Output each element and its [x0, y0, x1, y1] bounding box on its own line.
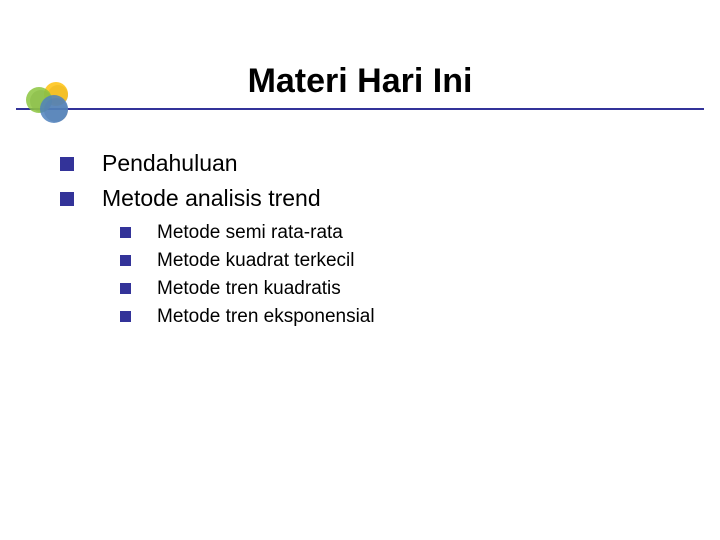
header-rule: [16, 108, 704, 110]
bullet-icon: [120, 283, 131, 294]
logo-icon: [24, 82, 78, 122]
list-item: Pendahuluan: [60, 150, 375, 177]
list-item-text: Metode kuadrat terkecil: [157, 250, 355, 272]
list-item-text: Pendahuluan: [102, 150, 238, 177]
list-item: Metode analisis trend: [60, 185, 375, 212]
list-item-text: Metode tren eksponensial: [157, 306, 375, 328]
list-item: Metode tren kuadratis: [120, 278, 375, 300]
slide-header: Materi Hari Ini: [0, 0, 720, 120]
bullet-icon: [120, 311, 131, 322]
slide: Materi Hari Ini Pendahuluan Metode anali…: [0, 0, 720, 540]
sub-list: Metode semi rata-rata Metode kuadrat ter…: [120, 222, 375, 328]
list-item: Metode tren eksponensial: [120, 306, 375, 328]
list-item: Metode kuadrat terkecil: [120, 250, 375, 272]
bullet-icon: [60, 157, 74, 171]
bullet-icon: [120, 227, 131, 238]
list-item: Metode semi rata-rata: [120, 222, 375, 244]
list-item-text: Metode analisis trend: [102, 185, 321, 212]
slide-title: Materi Hari Ini: [0, 62, 720, 101]
list-item-text: Metode tren kuadratis: [157, 278, 341, 300]
slide-body: Pendahuluan Metode analisis trend Metode…: [60, 150, 375, 334]
list-item-text: Metode semi rata-rata: [157, 222, 343, 244]
bullet-icon: [60, 192, 74, 206]
bullet-icon: [120, 255, 131, 266]
